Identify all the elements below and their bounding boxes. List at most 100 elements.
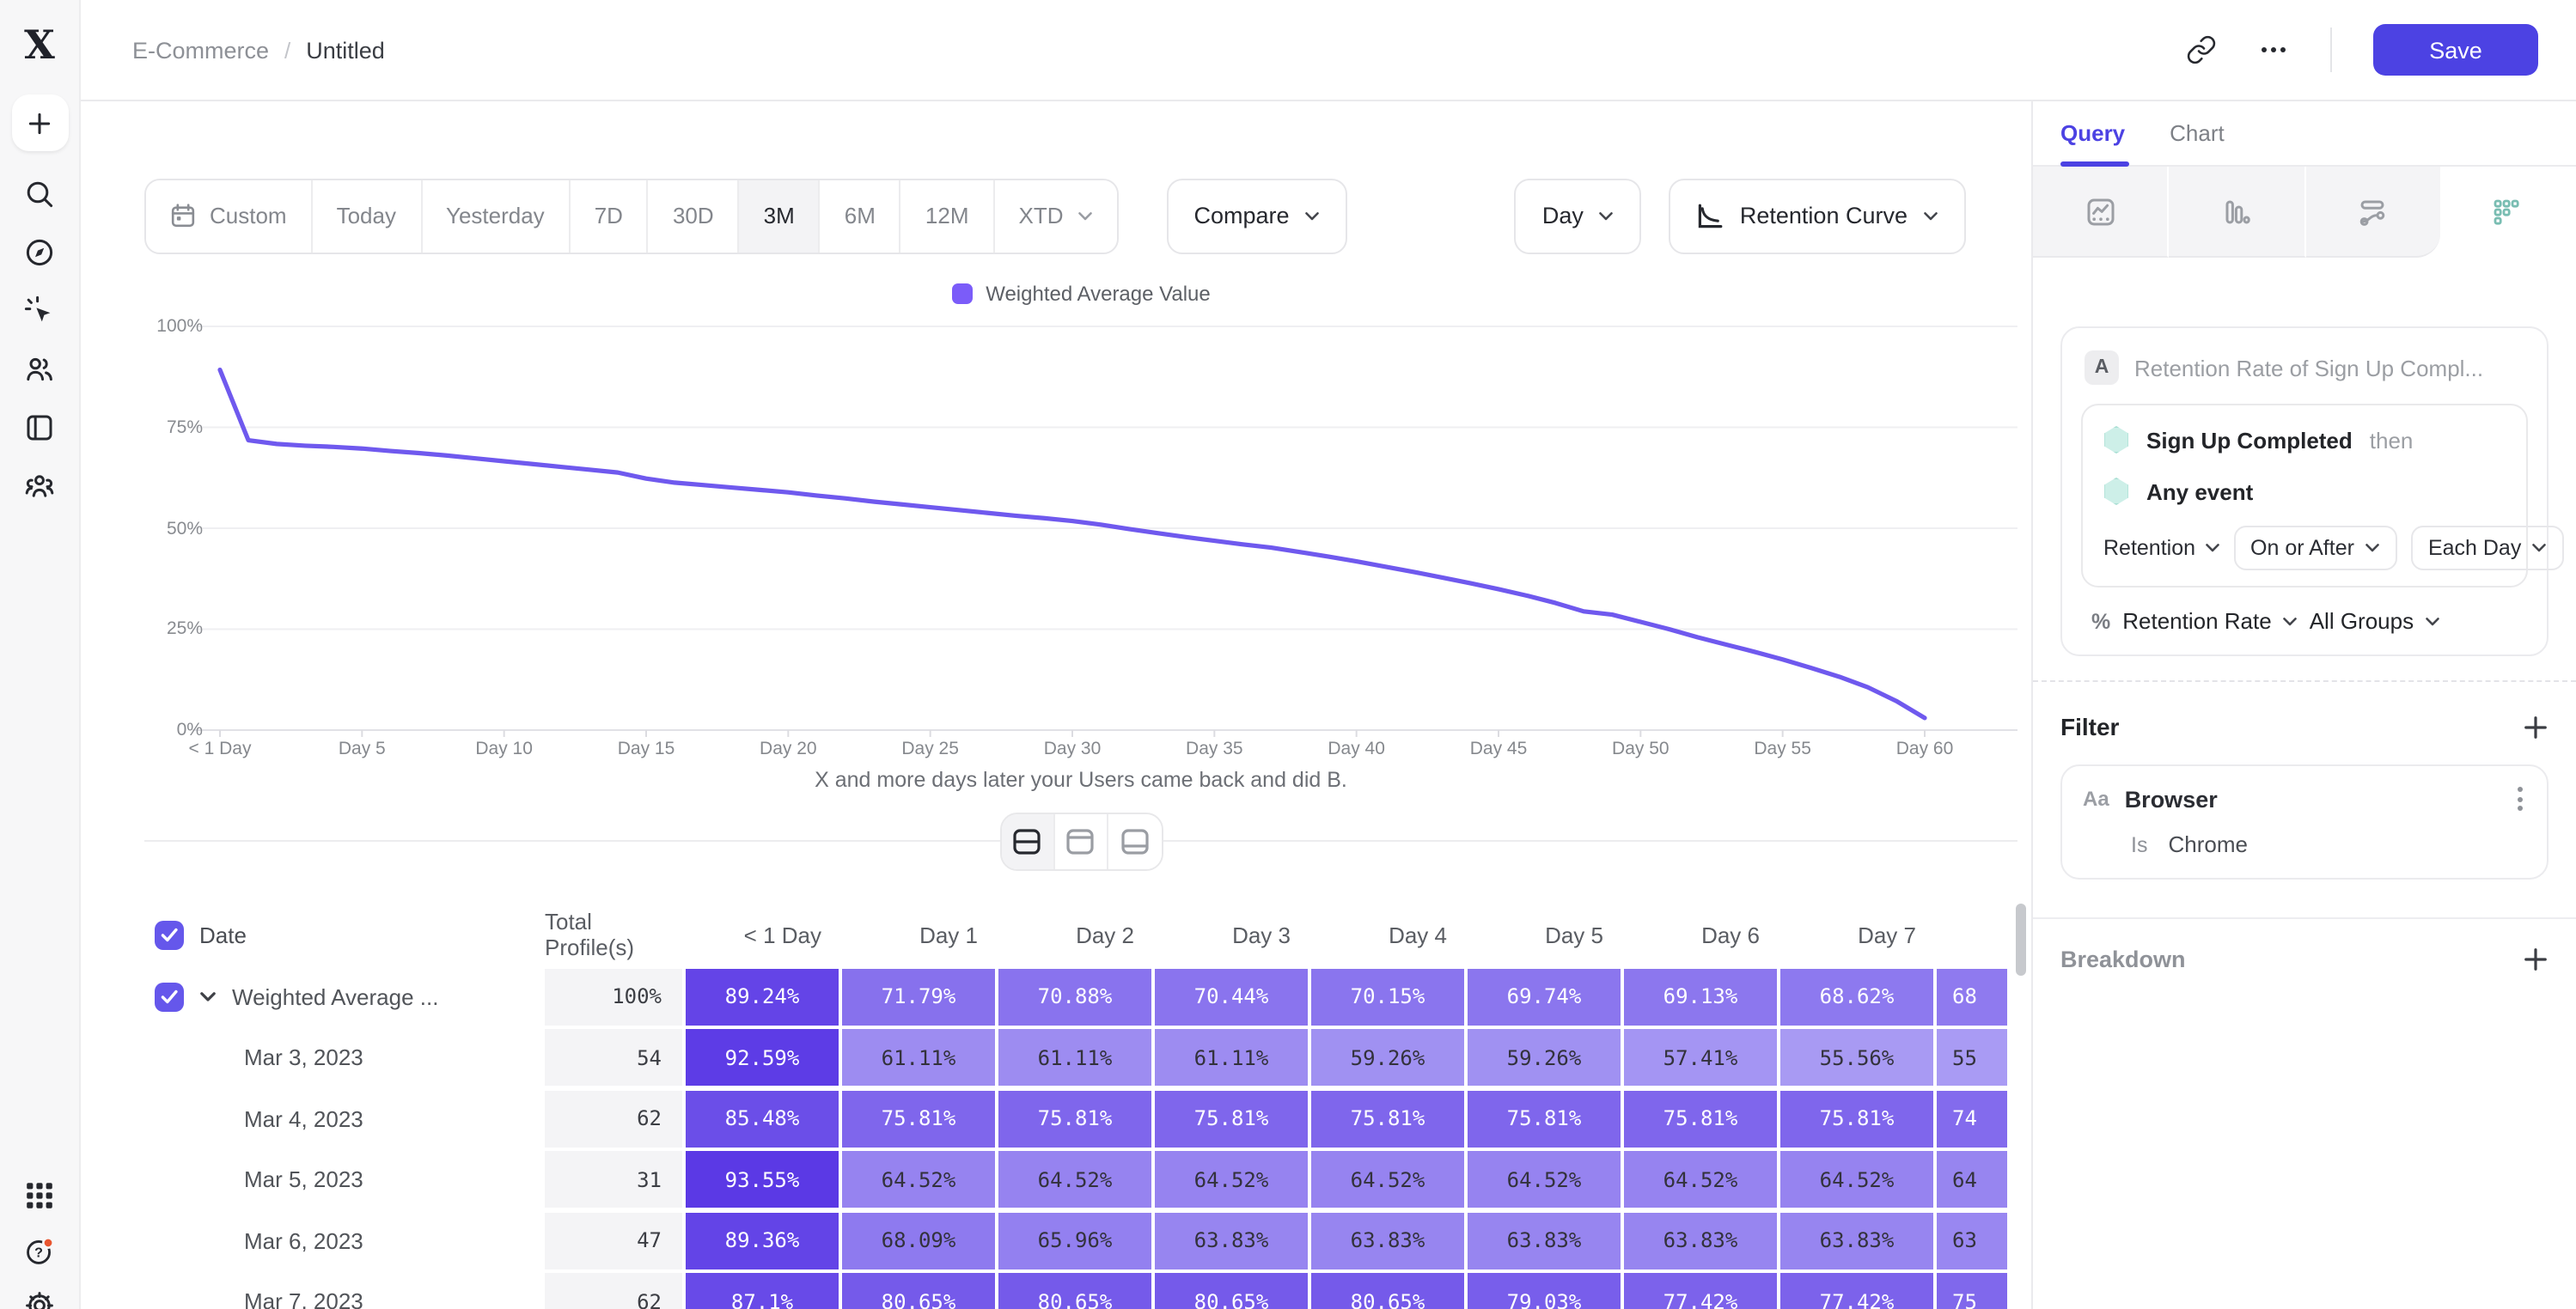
filter-kebab-menu[interactable] [2514, 783, 2526, 814]
add-breakdown-button[interactable] [2523, 947, 2549, 972]
on-or-after-dropdown[interactable]: On or After [2233, 526, 2397, 570]
retention-cell[interactable]: 75.81% [1624, 1090, 1777, 1147]
retention-cell[interactable]: 85.48% [686, 1090, 839, 1147]
retention-cell[interactable]: 68.09% [842, 1212, 995, 1269]
insights-report-tab[interactable] [2033, 167, 2170, 258]
range-xtd[interactable]: XTD [994, 180, 1117, 252]
retention-cell[interactable]: 69.74% [1468, 968, 1621, 1025]
funnels-report-tab[interactable] [2169, 167, 2305, 258]
retention-cell[interactable]: 61.11% [1155, 1029, 1308, 1086]
retention-cell[interactable]: 64.52% [998, 1151, 1151, 1208]
retention-cell[interactable]: 64.52% [1780, 1151, 1933, 1208]
breadcrumb-current[interactable]: Untitled [306, 37, 385, 63]
retention-cell-clipped[interactable]: 63 [1937, 1212, 2007, 1269]
copy-link-button[interactable] [2186, 34, 2217, 65]
retention-cell[interactable]: 63.83% [1780, 1212, 1933, 1269]
retention-report-tab[interactable] [2439, 167, 2576, 258]
retention-line-chart[interactable]: X and more days later your Users came ba… [144, 314, 2017, 799]
app-logo[interactable]: X [24, 22, 55, 69]
retention-cell[interactable]: 59.26% [1468, 1029, 1621, 1086]
retention-cell[interactable]: 63.83% [1155, 1212, 1308, 1269]
retention-cell[interactable]: 69.13% [1624, 968, 1777, 1025]
retention-cell[interactable]: 64.52% [1155, 1151, 1308, 1208]
retention-cell[interactable]: 77.42% [1624, 1273, 1777, 1309]
retention-cell[interactable]: 68.62% [1780, 968, 1933, 1025]
filter-card[interactable]: Aa Browser Is Chrome [2060, 764, 2549, 880]
search-nav-button[interactable] [24, 179, 55, 210]
retention-cell[interactable]: 75.81% [1155, 1090, 1308, 1147]
column-header[interactable]: Day 1 [919, 922, 978, 947]
tab-query[interactable]: Query [2060, 120, 2126, 146]
retention-cell-clipped[interactable]: 55 [1937, 1029, 2007, 1086]
retention-cell[interactable]: 57.41% [1624, 1029, 1777, 1086]
retention-cell[interactable]: 61.11% [842, 1029, 995, 1086]
retention-type-dropdown[interactable]: Retention [2103, 536, 2219, 560]
first-event-row[interactable]: Sign Up Completed then [2083, 412, 2526, 464]
retention-cell-clipped[interactable]: 64 [1937, 1151, 2007, 1208]
range-today[interactable]: Today [312, 180, 422, 252]
each-day-dropdown[interactable]: Each Day [2410, 526, 2565, 570]
measure-dropdown[interactable]: Retention Rate [2122, 608, 2297, 634]
flows-report-tab[interactable] [2305, 167, 2440, 258]
row-checkbox[interactable] [155, 982, 184, 1011]
retention-cell[interactable]: 80.65% [1155, 1273, 1308, 1309]
add-filter-button[interactable] [2523, 714, 2549, 740]
retention-cell[interactable]: 64.52% [1624, 1151, 1777, 1208]
retention-cell[interactable]: 63.83% [1468, 1212, 1621, 1269]
retention-cell[interactable]: 77.42% [1780, 1273, 1933, 1309]
range-yesterday[interactable]: Yesterday [422, 180, 571, 252]
retention-cell[interactable]: 75.81% [1468, 1090, 1621, 1147]
retention-cell[interactable]: 63.83% [1624, 1212, 1777, 1269]
range-custom[interactable]: Custom [146, 180, 313, 252]
range-3m[interactable]: 3M [739, 180, 821, 252]
retention-cell[interactable]: 64.52% [842, 1151, 995, 1208]
groups-dropdown[interactable]: All Groups [2310, 608, 2439, 634]
retention-cell[interactable]: 75.81% [1311, 1090, 1464, 1147]
settings-button[interactable] [24, 1290, 55, 1309]
retention-cell[interactable]: 64.52% [1468, 1151, 1621, 1208]
retention-cell[interactable]: 93.55% [686, 1151, 839, 1208]
retention-cell[interactable]: 89.36% [686, 1212, 839, 1269]
apps-grid-button[interactable] [24, 1180, 55, 1211]
reports-nav-button[interactable] [24, 412, 55, 443]
breadcrumb-parent[interactable]: E-Commerce [132, 37, 270, 63]
retention-cell[interactable]: 70.44% [1155, 968, 1308, 1025]
events-nav-button[interactable] [24, 295, 55, 326]
select-all-checkbox[interactable] [155, 920, 184, 949]
tab-chart[interactable]: Chart [2170, 120, 2225, 146]
retention-cell[interactable]: 80.65% [998, 1273, 1151, 1309]
retention-cell[interactable]: 70.15% [1311, 968, 1464, 1025]
help-button[interactable]: ? [24, 1235, 55, 1266]
retention-cell[interactable]: 75.81% [1780, 1090, 1933, 1147]
explore-nav-button[interactable] [24, 237, 55, 268]
column-header[interactable]: Day 6 [1701, 922, 1760, 947]
retention-cell[interactable]: 80.65% [1311, 1273, 1464, 1309]
column-header-date[interactable]: Date [199, 922, 247, 947]
chart-type-dropdown[interactable]: Retention Curve [1669, 178, 1966, 253]
retention-cell[interactable]: 61.11% [998, 1029, 1151, 1086]
second-event-row[interactable]: Any event [2083, 464, 2526, 515]
compare-button[interactable]: Compare [1166, 178, 1348, 253]
retention-cell-clipped[interactable]: 75 [1937, 1273, 2007, 1309]
retention-cell[interactable]: 63.83% [1311, 1212, 1464, 1269]
retention-cell-clipped[interactable]: 74 [1937, 1090, 2007, 1147]
column-header-total[interactable]: Total Profile(s) [545, 909, 635, 960]
table-scrollbar[interactable] [2016, 904, 2026, 976]
retention-cell[interactable]: 64.52% [1311, 1151, 1464, 1208]
table-only-toggle[interactable] [1108, 814, 1161, 869]
create-new-button[interactable] [11, 94, 68, 151]
column-header[interactable]: < 1 Day [743, 922, 821, 947]
retention-cell[interactable]: 89.24% [686, 968, 839, 1025]
range-12m[interactable]: 12M [900, 180, 995, 252]
column-header[interactable]: Day 4 [1389, 922, 1447, 947]
retention-cell-clipped[interactable]: 68 [1937, 968, 2007, 1025]
range-30d[interactable]: 30D [648, 180, 740, 252]
retention-cell[interactable]: 80.65% [842, 1273, 995, 1309]
save-button[interactable]: Save [2373, 24, 2538, 76]
retention-cell[interactable]: 70.88% [998, 968, 1151, 1025]
retention-cell[interactable]: 71.79% [842, 968, 995, 1025]
split-view-toggle[interactable] [1001, 814, 1054, 869]
retention-cell[interactable]: 55.56% [1780, 1029, 1933, 1086]
range-6m[interactable]: 6M [820, 180, 901, 252]
query-title[interactable]: Retention Rate of Sign Up Compl... [2134, 355, 2484, 381]
